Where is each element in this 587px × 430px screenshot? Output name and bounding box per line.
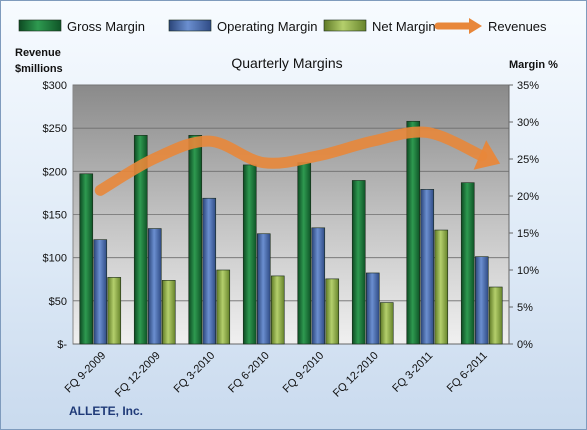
category-label: FQ 6-2010 xyxy=(226,350,272,396)
category-label: FQ 3-2011 xyxy=(390,350,435,395)
company-name: ALLETE, Inc. xyxy=(69,404,143,418)
operating-margin-bar xyxy=(474,256,489,345)
gross-margin-bar xyxy=(79,173,94,345)
gross-margin-bar xyxy=(351,180,366,345)
legend-label-gross-margin: Gross Margin xyxy=(67,19,145,34)
legend-swatch-net-margin xyxy=(323,19,367,32)
right-tick-label: 10% xyxy=(517,265,539,277)
net-margin-bar xyxy=(325,278,340,345)
plot-area: $- $50 $100 $150 $200 $250 $300 0% 5% 10% 15% 20% 25… xyxy=(43,80,540,400)
left-tick-label: $100 xyxy=(43,253,67,265)
right-tick-label: 0% xyxy=(517,339,533,351)
net-margin-bar xyxy=(107,277,122,345)
operating-margin-bar xyxy=(256,233,271,345)
gross-margin-bar xyxy=(242,164,257,345)
net-margin-bar xyxy=(434,229,449,345)
gross-margin-bar xyxy=(297,162,312,345)
gross-margin-bar xyxy=(460,182,475,345)
left-axis-title-line1: Revenue xyxy=(15,47,61,59)
right-tick-label: 15% xyxy=(517,228,539,240)
category-label: FQ 9-2010 xyxy=(281,350,327,396)
operating-margin-bar xyxy=(420,189,435,345)
operating-margin-bar xyxy=(365,272,380,345)
right-tick-label: 35% xyxy=(517,80,539,92)
right-tick-label: 20% xyxy=(517,191,539,203)
net-margin-bar xyxy=(216,269,231,345)
legend-label-net-margin: Net Margin xyxy=(372,19,436,34)
left-tick-label: $50 xyxy=(49,296,67,308)
net-margin-bar xyxy=(270,275,285,345)
left-tick-label: $200 xyxy=(43,166,67,178)
net-margin-bar xyxy=(379,302,394,345)
operating-margin-bar xyxy=(93,239,108,345)
category-label: FQ 12-2010 xyxy=(331,350,381,400)
legend-label-revenues: Revenues xyxy=(488,19,547,34)
gross-margin-bar xyxy=(188,135,203,345)
right-tick-label: 5% xyxy=(517,302,533,314)
legend-label-operating-margin: Operating Margin xyxy=(217,19,317,34)
category-label: FQ 6-2011 xyxy=(445,350,490,395)
right-axis-title: Margin % xyxy=(509,59,558,71)
gross-margin-bar xyxy=(406,120,421,345)
operating-margin-bar xyxy=(311,227,326,345)
revenues-line xyxy=(94,126,488,196)
left-axis-title-line2: $millions xyxy=(15,63,63,75)
gross-margin-bar xyxy=(133,135,148,345)
operating-margin-bar xyxy=(147,228,162,345)
right-tick-label: 30% xyxy=(517,117,539,129)
operating-margin-bar xyxy=(202,197,217,345)
legend-arrowhead-icon xyxy=(469,18,482,34)
legend: Gross Margin Operating Margin Net Margin Re… xyxy=(18,18,547,34)
left-tick-label: $- xyxy=(57,339,67,351)
left-tick-label: $250 xyxy=(43,123,67,135)
category-label: FQ 3-2010 xyxy=(172,350,218,396)
left-tick-label: $300 xyxy=(43,80,67,92)
left-tick-label: $150 xyxy=(43,210,67,222)
revenues-arrowhead xyxy=(473,140,501,170)
net-margin-bar xyxy=(488,286,503,345)
chart-title: Quarterly Margins xyxy=(231,55,342,71)
category-label: FQ 9-2009 xyxy=(63,350,109,396)
right-tick-label: 25% xyxy=(517,154,539,166)
legend-swatch-gross-margin xyxy=(18,19,62,32)
legend-swatch-operating-margin xyxy=(168,19,212,32)
category-label: FQ 12-2009 xyxy=(113,350,163,400)
net-margin-bar xyxy=(161,280,176,345)
